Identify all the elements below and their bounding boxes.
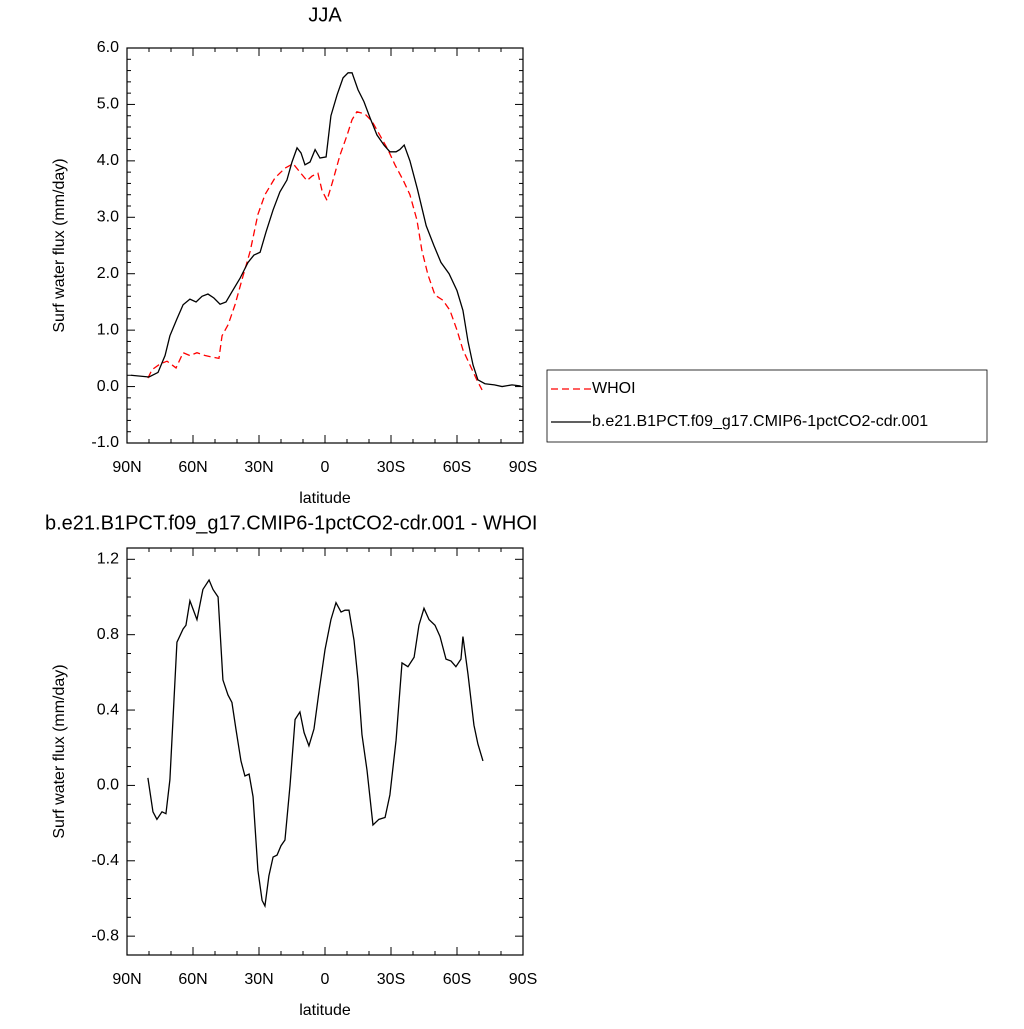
x-tick-label: 60N	[178, 971, 207, 988]
y-tick-label: -0.4	[91, 852, 119, 869]
legend-label: WHOI	[592, 380, 636, 397]
x-axis-label: latitude	[299, 490, 351, 507]
y-tick-label: 1.2	[97, 551, 119, 568]
y-tick-label: 0.0	[97, 378, 119, 395]
y-axis-label: Surf water flux (mm/day)	[51, 664, 68, 838]
x-tick-label: 90S	[509, 459, 537, 476]
x-tick-label: 0	[321, 971, 330, 988]
x-tick-label: 90N	[112, 459, 141, 476]
y-tick-label: 1.0	[97, 321, 119, 338]
y-tick-label: 0.4	[97, 701, 119, 718]
legend-box	[546, 369, 988, 443]
x-tick-label: 90N	[112, 971, 141, 988]
plot-frame	[126, 547, 524, 956]
x-tick-label: 30S	[377, 459, 405, 476]
y-tick-label: 2.0	[97, 265, 119, 282]
y-tick-label: 0.8	[97, 626, 119, 643]
y-tick-label: 4.0	[97, 152, 119, 169]
data-line	[130, 72, 521, 388]
data-line	[147, 578, 484, 909]
x-tick-label: 90S	[509, 971, 537, 988]
data-line	[147, 111, 483, 391]
y-tick-label: -1.0	[91, 434, 119, 451]
x-tick-label: 60S	[443, 459, 471, 476]
x-tick-label: 60S	[443, 971, 471, 988]
x-axis-label: latitude	[299, 1002, 351, 1019]
y-tick-label: 3.0	[97, 209, 119, 226]
x-tick-label: 0	[321, 459, 330, 476]
chart-title: JJA	[308, 4, 342, 26]
y-tick-label: -0.8	[91, 927, 119, 944]
x-tick-label: 30N	[244, 459, 273, 476]
x-tick-label: 60N	[178, 459, 207, 476]
y-tick-label: 6.0	[97, 39, 119, 56]
x-tick-label: 30N	[244, 971, 273, 988]
legend-label: b.e21.B1PCT.f09_g17.CMIP6-1pctCO2-cdr.00…	[592, 413, 928, 430]
y-tick-label: 5.0	[97, 96, 119, 113]
chart-title: b.e21.B1PCT.f09_g17.CMIP6-1pctCO2-cdr.00…	[45, 512, 537, 534]
x-tick-label: 30S	[377, 971, 405, 988]
y-axis-label: Surf water flux (mm/day)	[51, 158, 68, 332]
y-tick-label: 0.0	[97, 777, 119, 794]
plot-frame	[126, 47, 524, 444]
